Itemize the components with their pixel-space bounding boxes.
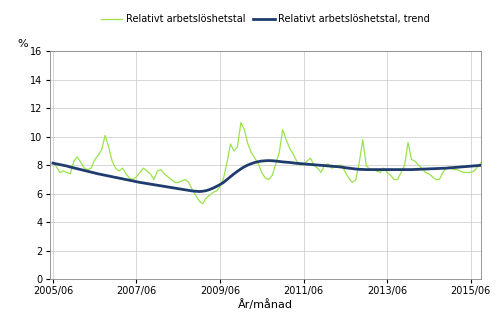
Line: Relativt arbetslöshetstal, trend: Relativt arbetslöshetstal, trend [53, 144, 496, 192]
X-axis label: År/månad: År/månad [238, 299, 293, 310]
Relativt arbetslöshetstal [200, 202, 206, 206]
Relativt arbetslöshetstal [235, 145, 241, 149]
Relativt arbetslöshetstal [238, 121, 244, 125]
Text: %: % [17, 39, 28, 49]
Line: Relativt arbetslöshetstal: Relativt arbetslöshetstal [53, 110, 496, 204]
Relativt arbetslöshetstal [99, 148, 105, 152]
Relativt arbetslöshetstal [50, 160, 56, 164]
Relativt arbetslöshetstal, trend [235, 169, 241, 173]
Legend: Relativt arbetslöshetstal, Relativt arbetslöshetstal, trend: Relativt arbetslöshetstal, Relativt arbe… [97, 10, 434, 28]
Relativt arbetslöshetstal, trend [196, 190, 202, 194]
Relativt arbetslöshetstal [423, 170, 429, 174]
Relativt arbetslöshetstal, trend [50, 161, 56, 165]
Relativt arbetslöshetstal, trend [99, 173, 105, 177]
Relativt arbetslöshetstal, trend [423, 167, 429, 171]
Relativt arbetslöshetstal, trend [238, 167, 244, 171]
